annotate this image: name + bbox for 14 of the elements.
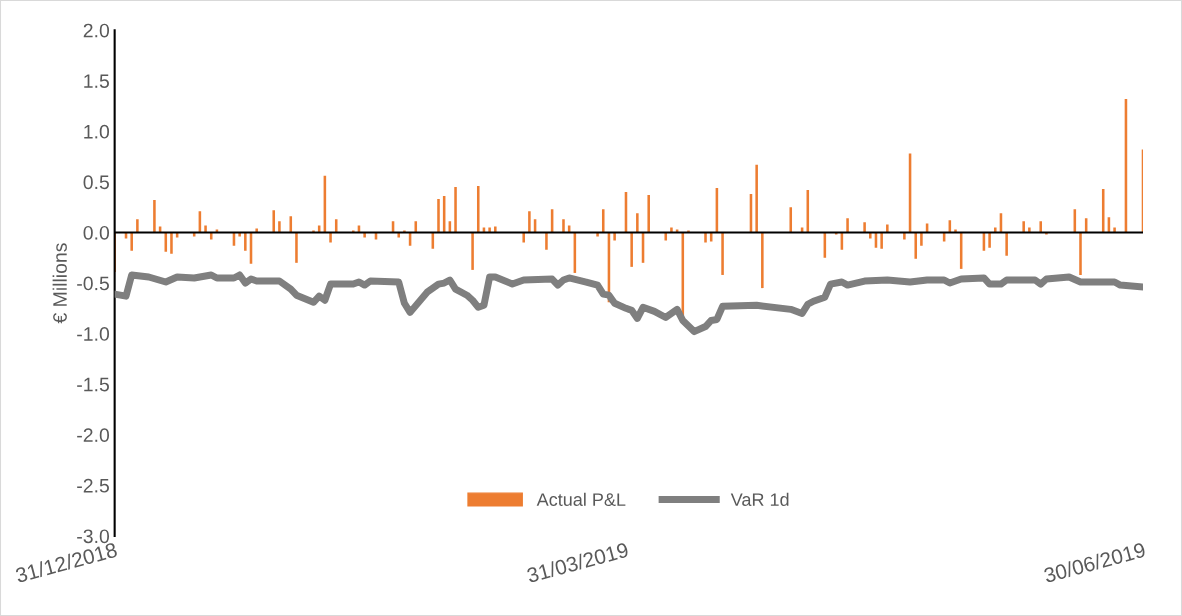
y-tick-label: 0.0 [83, 225, 110, 240]
y-tick-label: -2.0 [77, 428, 110, 443]
y-tick-label: 1.0 [84, 124, 110, 139]
y-tick-label: -2.5 [77, 478, 109, 493]
y-tick-label: 1.5 [84, 74, 109, 88]
y-tick-label: -1.5 [77, 377, 109, 392]
y-tick-label: -3.0 [77, 529, 110, 544]
y-axis-title: € Millions [52, 243, 67, 324]
y-tick-label: -1.0 [77, 327, 110, 341]
legend-label: Actual P&L [536, 492, 626, 506]
y-tick-label: 2.0 [83, 23, 110, 38]
y-tick-label: -0.5 [77, 276, 109, 291]
legend-label: VaR 1d [730, 492, 789, 506]
y-tick-label: 0.5 [83, 175, 109, 190]
